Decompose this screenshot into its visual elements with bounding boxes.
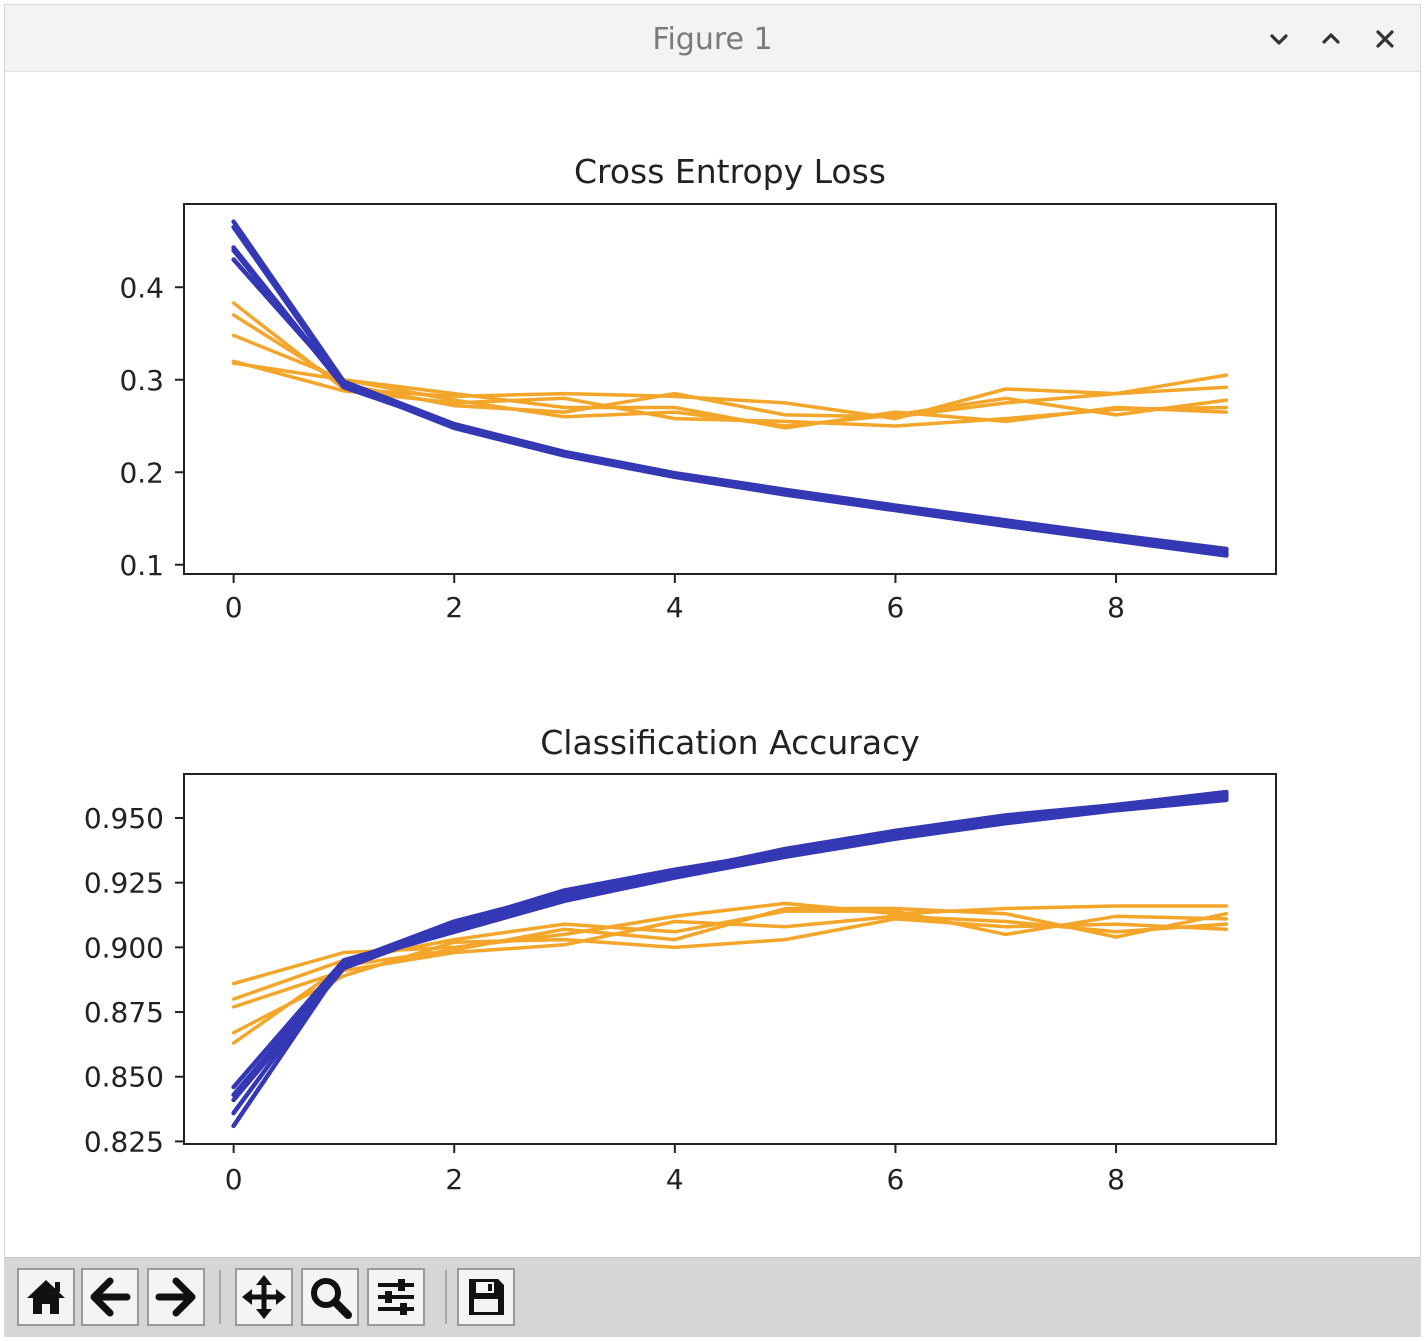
train-series-line: [231, 789, 1229, 1098]
axes-frame: [183, 773, 1277, 1145]
sliders-icon: [378, 1279, 414, 1315]
y-tick-label: 0.950: [84, 802, 164, 835]
home-icon: [27, 1280, 65, 1314]
train-series-line: [231, 224, 1229, 558]
chart-title: Cross Entropy Loss: [574, 152, 886, 191]
magnifier-icon: [311, 1278, 352, 1319]
configure-subplots-button[interactable]: [367, 1268, 425, 1326]
save-button[interactable]: [457, 1268, 515, 1326]
test-series-line: [231, 917, 1229, 1035]
x-tick-label: 6: [887, 1163, 905, 1196]
accuracy-chart: Classification Accuracy 0 2 4 6 8 0.825 0.850 0.…: [84, 723, 1277, 1196]
x-tick-label: 2: [445, 591, 463, 624]
y-tick-label: 0.2: [119, 456, 164, 489]
test-series-line: [231, 313, 1229, 419]
arrow-left-icon: [90, 1277, 131, 1317]
close-icon: [1376, 30, 1394, 48]
chevron-up-icon: [1322, 33, 1340, 44]
y-tick-label: 0.875: [84, 996, 164, 1029]
chart-title: Classification Accuracy: [540, 723, 920, 762]
x-tick-label: 8: [1107, 591, 1125, 624]
train-series-line: [231, 797, 1229, 1116]
zoom-button[interactable]: [301, 1268, 359, 1326]
floppy-disk-icon: [469, 1279, 504, 1315]
y-tick-label: 0.825: [84, 1125, 164, 1158]
chevron-down-icon: [1270, 34, 1288, 45]
y-tick-label: 0.850: [84, 1061, 164, 1094]
x-tick-label: 4: [666, 1163, 684, 1196]
figure-canvas[interactable]: Cross Entropy Loss 0 2 4 6 8 0.1 0.2 0.3 0.4 Clas…: [5, 72, 1420, 1256]
x-tick-label: 2: [445, 1163, 463, 1196]
y-tick-label: 0.4: [119, 271, 164, 304]
home-button[interactable]: [17, 1268, 75, 1326]
window-title: Figure 1: [652, 22, 773, 57]
y-tick-label: 0.900: [84, 931, 164, 964]
x-tick-label: 4: [666, 591, 684, 624]
loss-chart: Cross Entropy Loss 0 2 4 6 8 0.1 0.2 0.3 0.4: [119, 152, 1277, 624]
toolbar-separator: [445, 1270, 447, 1324]
arrow-right-icon: [155, 1277, 196, 1317]
test-series-line: [231, 361, 1229, 430]
move-icon: [242, 1275, 286, 1319]
figure-window: Figure 1 Cross Entropy Loss 0 2 4 6 8 0.1 0.2 0.…: [4, 4, 1421, 1337]
train-series-line: [231, 248, 1229, 557]
close-button[interactable]: [1369, 23, 1401, 55]
title-bar[interactable]: Figure 1: [5, 5, 1420, 72]
minimize-button[interactable]: [1263, 23, 1295, 55]
x-tick-label: 0: [225, 1163, 243, 1196]
y-tick-label: 0.925: [84, 867, 164, 900]
test-series-line: [231, 301, 1229, 421]
back-button[interactable]: [81, 1268, 139, 1326]
y-tick-label: 0.3: [119, 364, 164, 397]
train-series-line: [231, 257, 1229, 555]
x-tick-label: 6: [887, 591, 905, 624]
maximize-button[interactable]: [1315, 23, 1347, 55]
x-tick-label: 0: [225, 591, 243, 624]
toolbar-separator: [219, 1270, 221, 1324]
test-series-line: [231, 906, 1229, 1045]
y-tick-label: 0.1: [119, 549, 164, 582]
pan-button[interactable]: [235, 1268, 293, 1326]
forward-button[interactable]: [147, 1268, 205, 1326]
axes-frame: [183, 203, 1277, 575]
navigation-toolbar: [5, 1257, 1420, 1336]
x-tick-label: 8: [1107, 1163, 1125, 1196]
